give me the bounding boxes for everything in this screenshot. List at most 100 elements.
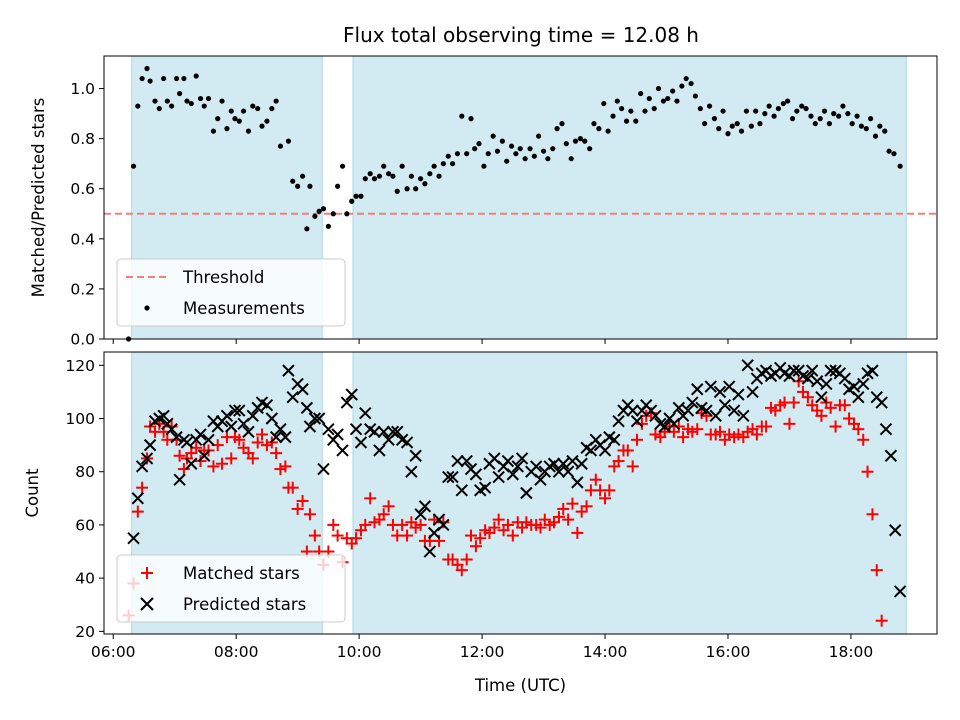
measurement-point: [817, 116, 823, 122]
measurement-point: [147, 78, 153, 84]
predicted-star-point: [322, 422, 335, 436]
measurement-point: [601, 100, 607, 107]
predicted-star-point: [286, 391, 299, 404]
measurement-point: [161, 75, 167, 82]
measurement-point: [692, 93, 698, 99]
measurement-point: [205, 95, 212, 102]
matched-star-point: [857, 433, 870, 446]
top-legend-box: [116, 258, 346, 327]
bottom-y-ticks: 20 40 60 80 100 120: [65, 357, 104, 641]
legend-predicted-label: Predicted stars: [183, 595, 306, 614]
matched-star-point: [377, 508, 390, 521]
matched-star-point: [291, 502, 304, 515]
measurement-point: [164, 98, 170, 104]
measurement-point: [215, 116, 221, 122]
matched-star-point: [396, 518, 409, 531]
measurement-point: [762, 111, 768, 117]
measurement-point: [335, 183, 341, 189]
measurement-point: [582, 138, 588, 144]
predicted-star-point: [359, 406, 372, 420]
predicted-star-point: [300, 401, 314, 415]
predicted-star-point: [547, 457, 561, 470]
measurement-point: [228, 108, 234, 114]
predicted-star-point: [741, 359, 754, 372]
measurement-point: [454, 151, 461, 157]
measurement-point: [264, 118, 270, 124]
predicted-star-point: [598, 444, 612, 457]
measurement-point: [550, 146, 556, 152]
measurement-point: [831, 111, 837, 117]
measurement-point: [725, 131, 731, 137]
predicted-star-point: [157, 409, 170, 423]
y-tick-label: 0.4: [70, 230, 95, 248]
measurement-point: [349, 198, 355, 204]
measurement-point: [706, 103, 713, 109]
measurement-point: [316, 208, 322, 214]
measurement-point: [858, 123, 864, 129]
measurement-point: [508, 143, 515, 149]
top-legend: Threshold Measurements: [116, 258, 346, 327]
matched-star-point: [286, 481, 299, 494]
predicted-star-point: [354, 436, 368, 449]
measurement-point: [277, 143, 284, 149]
measurement-point: [193, 73, 199, 79]
legend-matched-swatch: [141, 567, 153, 579]
matched-star-point: [382, 500, 395, 513]
y-tick-label: 80: [75, 463, 95, 481]
measurement-point: [181, 75, 187, 82]
measurement-point: [642, 108, 648, 114]
predicted-star-point: [269, 430, 283, 444]
measurement-point: [307, 183, 313, 189]
measurement-point: [836, 113, 842, 119]
predicted-star-point: [455, 484, 468, 497]
predicted-star-point: [718, 399, 732, 412]
x-tick-label: 16:00: [706, 643, 751, 661]
measurement-point: [753, 108, 759, 114]
measurement-point: [358, 193, 364, 199]
x-tick-label: 12:00: [460, 643, 505, 661]
measurement-point: [775, 105, 781, 112]
predicted-star-point: [135, 460, 149, 473]
predicted-star-point: [194, 428, 207, 441]
measurement-point: [665, 95, 671, 102]
predicted-star-point: [409, 449, 422, 462]
measurement-point: [794, 108, 800, 114]
matched-star-point: [303, 508, 316, 521]
matched-star-point: [270, 447, 283, 460]
measurement-point: [785, 98, 791, 104]
measurement-point: [738, 128, 745, 134]
measurement-point: [803, 105, 809, 112]
measurement-point: [854, 113, 860, 119]
matched-star-point: [177, 463, 190, 476]
measurement-point: [177, 90, 183, 97]
measurement-point: [408, 173, 414, 179]
measurement-point: [431, 163, 437, 169]
predicted-star-point: [875, 396, 888, 409]
measurement-point: [299, 173, 306, 179]
predicted-star-point: [612, 414, 625, 428]
predicted-star-point: [180, 436, 194, 449]
predicted-star-point: [566, 454, 579, 468]
matched-star-point: [401, 529, 414, 542]
measurement-point: [863, 126, 869, 132]
predicted-star-point: [246, 409, 259, 423]
measurement-point: [674, 98, 680, 104]
matched-star-point: [562, 513, 575, 526]
matched-star-point: [783, 417, 796, 430]
measurement-point: [638, 90, 644, 97]
shaded-span: [352, 55, 907, 340]
measurement-point: [490, 133, 496, 139]
matched-star-point: [506, 529, 519, 542]
measurement-point: [559, 121, 565, 127]
measurement-point: [481, 163, 487, 169]
measurement-point: [197, 95, 204, 102]
matched-star-point: [750, 428, 763, 441]
predicted-star-point: [820, 377, 833, 391]
matched-star-point: [552, 510, 565, 523]
bottom-legend: Matched stars Predicted stars: [116, 554, 346, 623]
predicted-star-point: [630, 414, 644, 428]
predicted-star-point: [405, 465, 418, 478]
measurement-point: [367, 171, 373, 177]
matched-star-point: [571, 526, 584, 539]
